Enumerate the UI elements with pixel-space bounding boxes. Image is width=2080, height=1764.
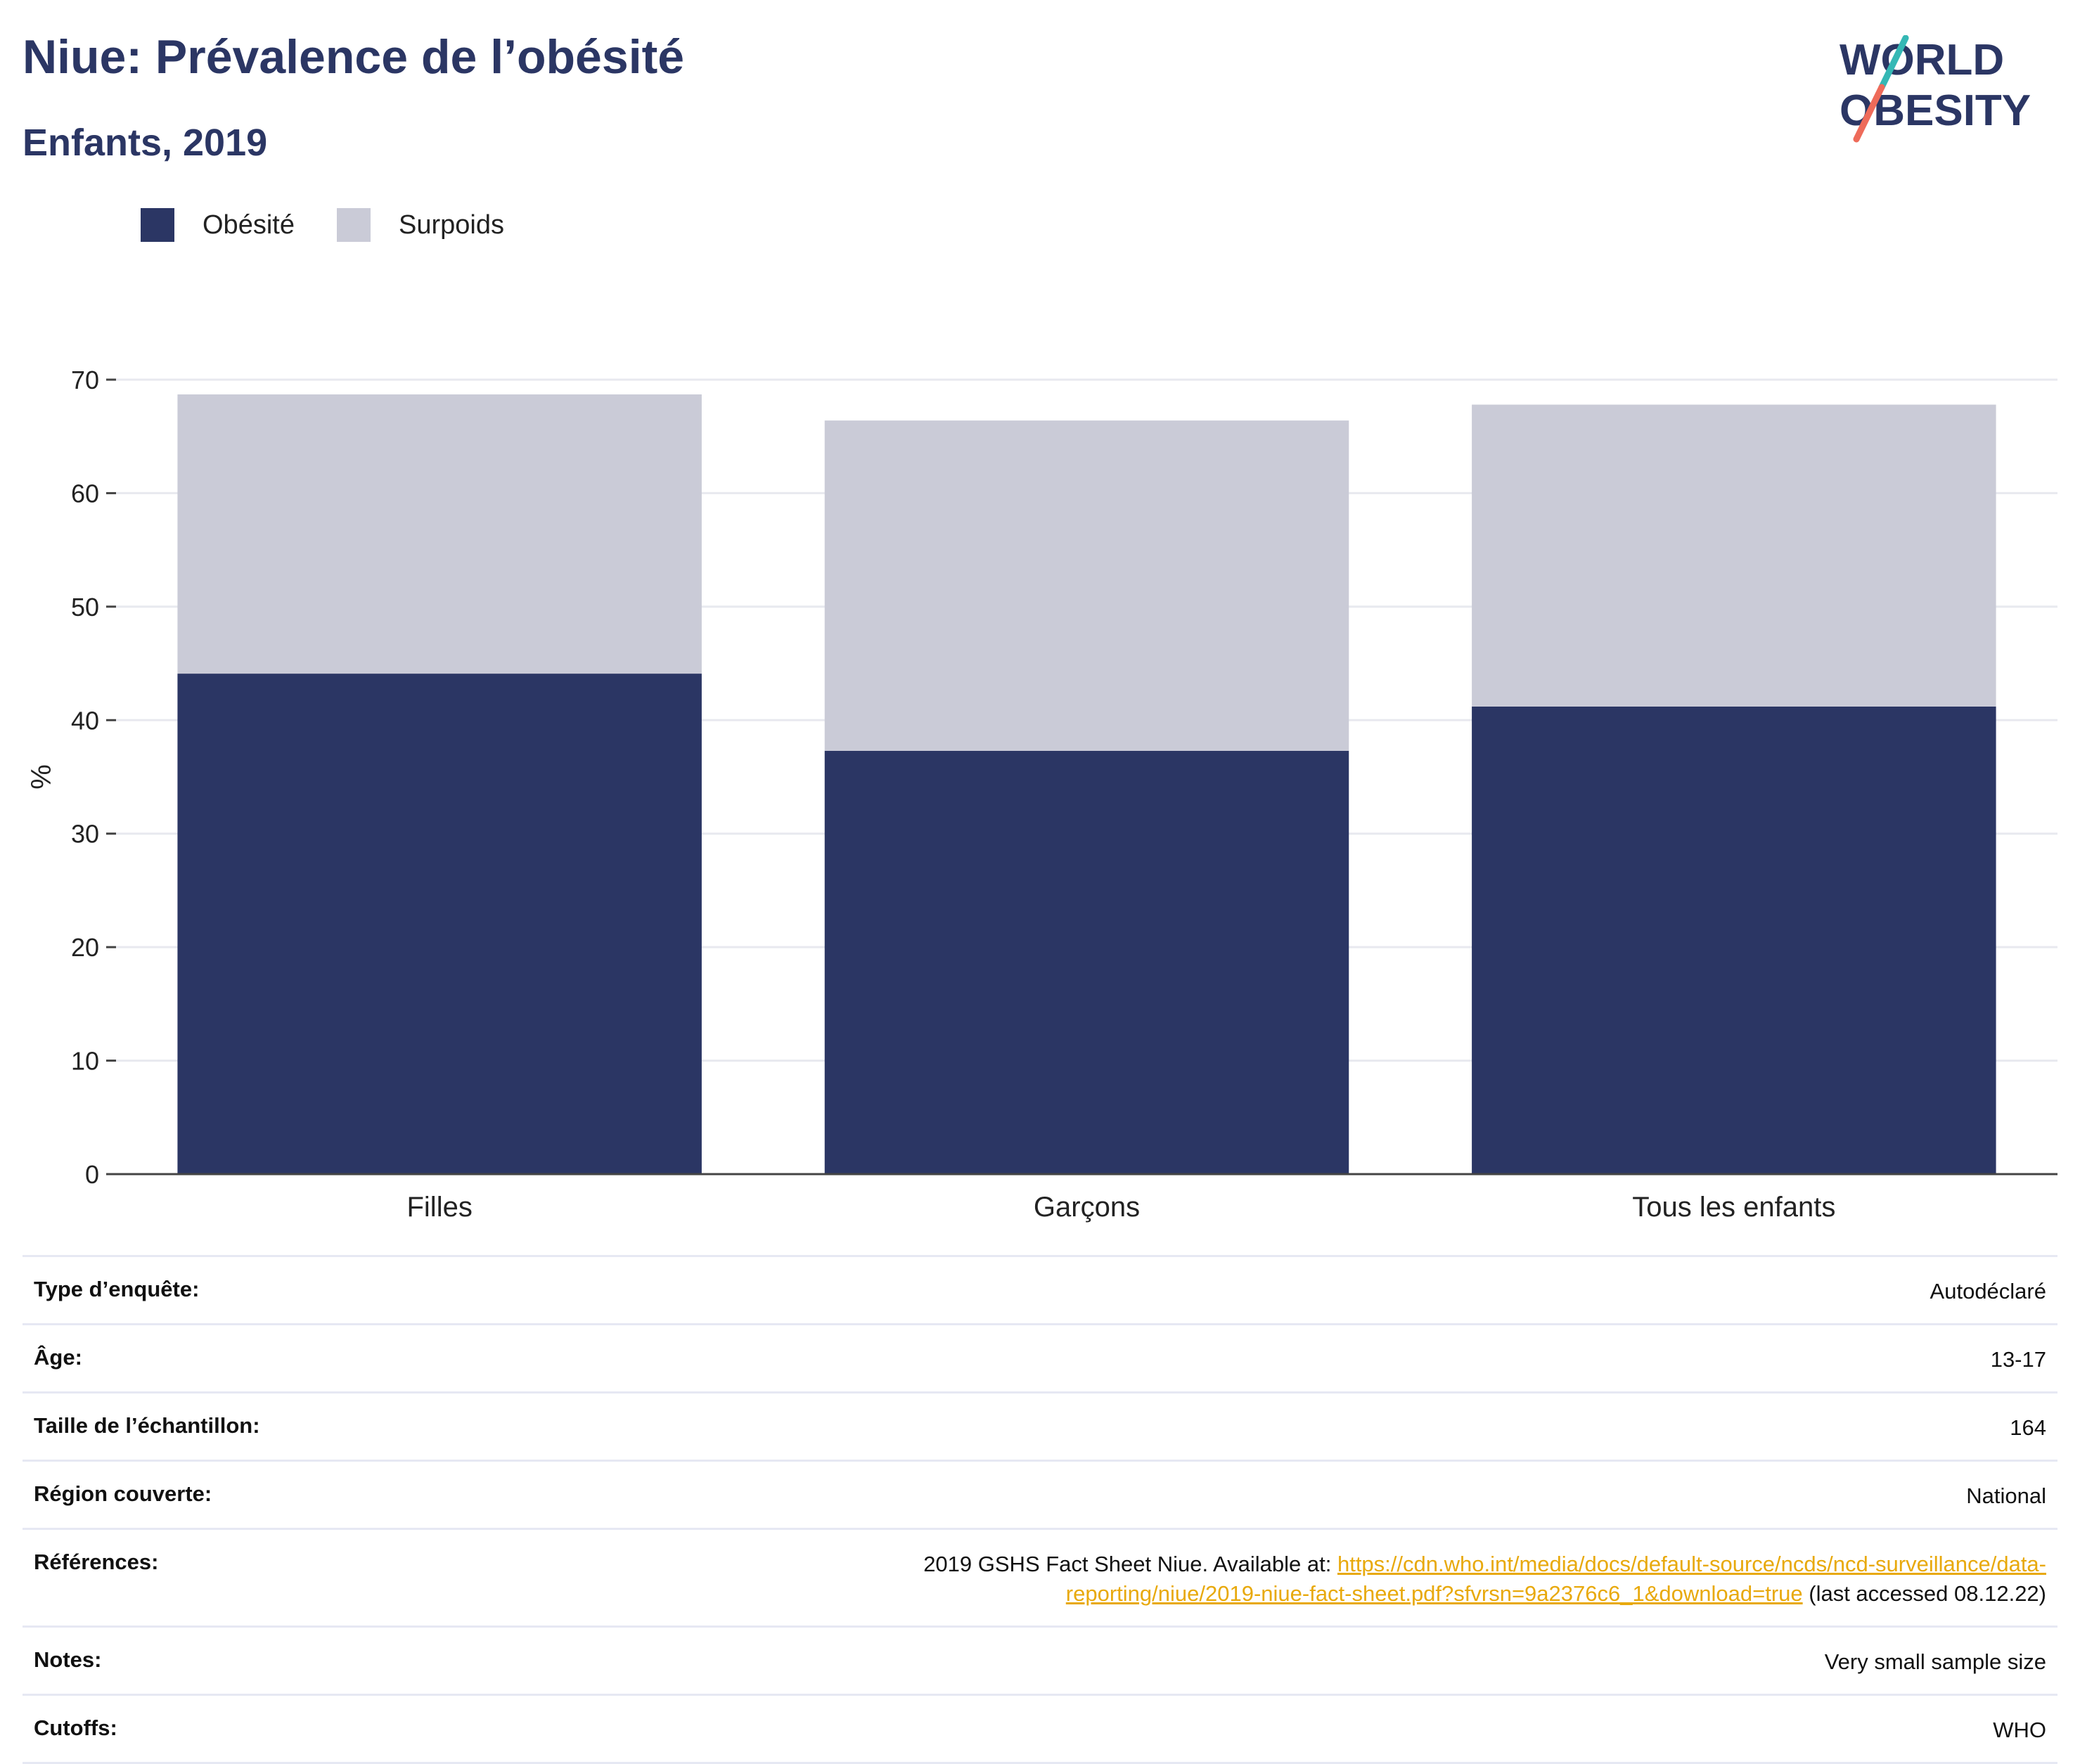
y-tick-label: 0: [85, 1160, 99, 1189]
references-prefix: 2019 GSHS Fact Sheet Niue. Available at:: [923, 1552, 1337, 1576]
info-row-survey-type: Type d’enquête: Autodéclaré: [23, 1255, 2057, 1323]
chart-title: Niue: Prévalence de l’obésité: [23, 30, 685, 84]
legend-label-overweight: Surpoids: [398, 210, 504, 240]
chart-legend: Obésité Surpoids: [141, 208, 546, 242]
survey-info-table: Type d’enquête: Autodéclaré Âge: 13-17 T…: [23, 1255, 2057, 1764]
region-value: National: [1966, 1483, 2046, 1508]
x-tick-label: Tous les enfants: [1632, 1192, 1835, 1223]
bar-obesity: [824, 750, 1349, 1174]
bar-overweight: [824, 420, 1349, 751]
survey-type-value: Autodéclaré: [1930, 1279, 2046, 1303]
stacked-bar-chart: 0 10 20 30 40 50 60 70% Filles Garçons Tous les en…: [26, 366, 2057, 1223]
y-tick-label: 40: [71, 706, 99, 735]
info-row-references: Références: 2019 GSHS Fact Sheet Niue. A…: [23, 1528, 2057, 1625]
survey-type-label: Type d’enquête:: [34, 1277, 200, 1301]
legend-label-obesity: Obésité: [203, 210, 295, 240]
info-row-sample-size: Taille de l’échantillon: 164: [23, 1391, 2057, 1460]
bar-overweight: [1472, 404, 1996, 707]
sample-size-value: 164: [2010, 1415, 2046, 1440]
info-row-age: Âge: 13-17: [23, 1323, 2057, 1391]
y-tick-label: 50: [71, 593, 99, 622]
info-row-region: Région couverte: National: [23, 1460, 2057, 1528]
bar-obesity: [1472, 706, 1996, 1174]
y-tick-label: 10: [71, 1047, 99, 1076]
info-row-notes: Notes: Very small sample size: [23, 1625, 2057, 1694]
sample-size-label: Taille de l’échantillon:: [34, 1413, 260, 1438]
notes-label: Notes:: [34, 1647, 102, 1672]
legend-swatch-overweight: [336, 208, 371, 242]
y-tick-label: 30: [71, 820, 99, 849]
region-label: Région couverte:: [34, 1481, 212, 1506]
chart-subtitle: Enfants, 2019: [23, 122, 268, 164]
y-tick-label: 70: [71, 366, 99, 394]
legend-swatch-obesity: [141, 208, 174, 242]
references-value: 2019 GSHS Fact Sheet Niue. Available at:…: [745, 1550, 2046, 1609]
y-tick-label: 60: [71, 479, 99, 508]
age-label: Âge:: [34, 1345, 82, 1370]
legend-item-obesity[interactable]: Obésité: [141, 208, 295, 242]
x-tick-label: Filles: [406, 1192, 472, 1223]
y-axis-label: %: [26, 764, 57, 790]
references-link[interactable]: https://cdn.who.int/media/docs/default-s…: [1065, 1552, 2046, 1606]
legend-item-overweight[interactable]: Surpoids: [336, 208, 504, 242]
notes-value: Very small sample size: [1824, 1649, 2046, 1674]
references-label: Références:: [34, 1550, 159, 1574]
logo-line-1: WORLD: [1840, 36, 2004, 84]
bar-overweight: [177, 394, 702, 674]
x-tick-label: Garçons: [1034, 1192, 1140, 1223]
cutoffs-value: WHO: [1993, 1718, 2046, 1742]
cutoffs-label: Cutoffs:: [34, 1715, 117, 1740]
bar-obesity: [177, 674, 702, 1174]
y-tick-label: 20: [71, 933, 99, 962]
info-row-cutoffs: Cutoffs: WHO: [23, 1694, 2057, 1764]
references-suffix: (last accessed 08.12.22): [1802, 1581, 2046, 1606]
age-value: 13-17: [1990, 1347, 2046, 1372]
world-obesity-logo: WORLD OBESITY: [1840, 35, 2031, 143]
